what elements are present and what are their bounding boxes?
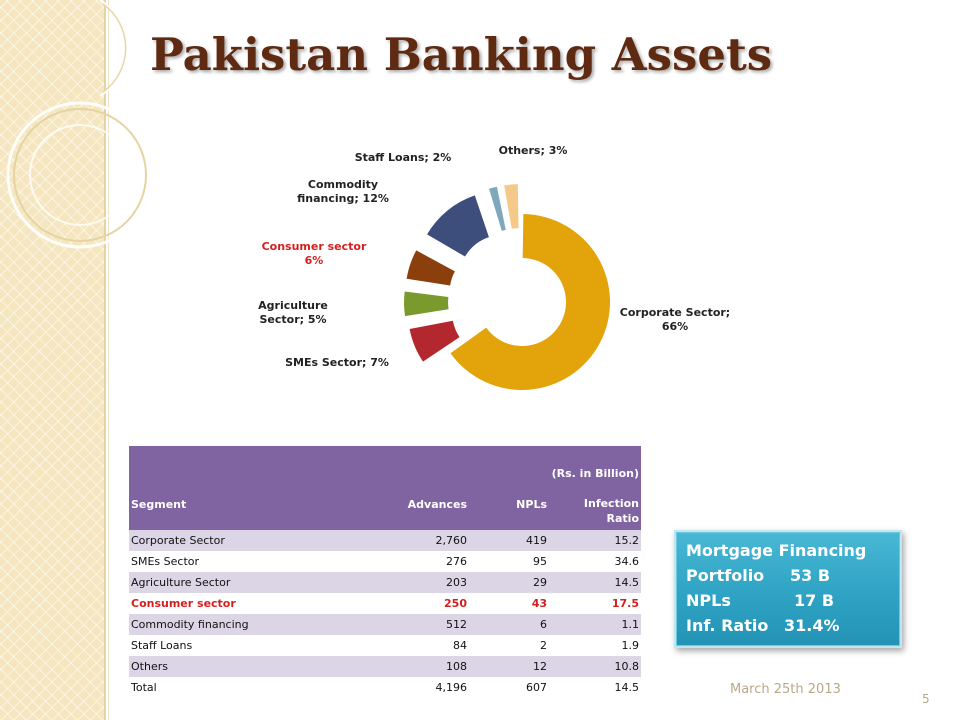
- cell-npls: 43: [531, 597, 547, 610]
- doughnut-slice-agriculture-sector: [404, 291, 449, 317]
- callout-title: Mortgage Financing: [686, 541, 867, 560]
- cell-advances: 276: [446, 555, 467, 568]
- cell-ratio: 10.8: [614, 660, 640, 673]
- table-body: Corporate Sector 2,760 419 15.2 SMEs Sector 2…: [129, 530, 641, 698]
- header-infection-ratio: Infection Ratio: [549, 482, 641, 530]
- cell-segment: Others: [131, 660, 168, 673]
- cell-advances: 108: [446, 660, 467, 673]
- table-unit-row: (Rs. in Billion): [129, 446, 641, 482]
- callout-portfolio-value: 53 B: [790, 566, 831, 585]
- cell-segment: Staff Loans: [131, 639, 193, 652]
- callout-npls-line: NPLs 17 B: [686, 588, 890, 613]
- doughnut-slice-consumer-sector: [406, 250, 455, 286]
- data-label-smes-sector: SMEs Sector; 7%: [285, 356, 389, 369]
- cell-npls: 29: [533, 576, 547, 589]
- cell-ratio: 1.9: [621, 639, 640, 652]
- header-ratio-line2: Ratio: [606, 512, 639, 525]
- cell-npls: 607: [526, 681, 547, 694]
- table-row: Others 108 12 10.8: [129, 656, 641, 677]
- callout-npls-value: 17 B: [794, 591, 835, 610]
- cell-npls: 95: [533, 555, 547, 568]
- table-row: Consumer sector 250 43 17.5: [129, 593, 641, 614]
- doughnut-slice-staff-loans: [488, 186, 506, 231]
- callout-ratio-line: Inf. Ratio 31.4%: [686, 613, 890, 638]
- cell-npls: 12: [533, 660, 547, 673]
- callout-portfolio-label: Portfolio: [686, 566, 765, 585]
- cell-segment: Consumer sector: [131, 597, 236, 610]
- cell-npls: 419: [526, 534, 547, 547]
- header-ratio-line1: Infection: [583, 497, 639, 510]
- cell-advances: 84: [453, 639, 467, 652]
- callout-ratio-value: 31.4%: [784, 616, 840, 635]
- cell-segment: Agriculture Sector: [131, 576, 231, 589]
- cell-segment: SMEs Sector: [131, 555, 200, 568]
- header-npls: NPLs: [516, 497, 547, 511]
- slide-title: Pakistan Banking Assets: [150, 28, 773, 81]
- cell-ratio: 17.5: [611, 597, 639, 610]
- footer-date: March 25th 2013: [730, 682, 841, 697]
- cell-advances: 203: [446, 576, 467, 589]
- cell-ratio: 1.1: [621, 618, 640, 631]
- cell-ratio: 14.5: [614, 681, 640, 694]
- cell-segment: Total: [131, 681, 157, 694]
- data-label-agriculture-sector: Agriculture Sector; 5%: [258, 299, 328, 326]
- table-row: Total 4,196 607 14.5: [129, 677, 641, 698]
- doughnut-slice-smes-sector: [409, 320, 460, 362]
- header-advances: Advances: [407, 497, 467, 511]
- cell-segment: Commodity financing: [131, 618, 249, 631]
- strip-border: [104, 0, 106, 720]
- table-row: Commodity financing 512 6 1.1: [129, 614, 641, 635]
- cell-npls: 2: [540, 639, 547, 652]
- cell-segment: Corporate Sector: [131, 534, 225, 547]
- segment-table: (Rs. in Billion) Segment Advances NPLs I…: [129, 446, 641, 698]
- table-row: Agriculture Sector 203 29 14.5: [129, 572, 641, 593]
- header-segment: Segment: [131, 497, 187, 511]
- doughnut-slice-commodity-financing: [427, 195, 489, 257]
- callout-ratio-label: Inf. Ratio: [686, 616, 769, 635]
- data-label-corporate-sector: Corporate Sector; 66%: [620, 306, 730, 333]
- table-row: Corporate Sector 2,760 419 15.2: [129, 530, 641, 551]
- data-label-commodity-financing: Commodity financing; 12%: [297, 178, 389, 205]
- page-number: 5: [922, 692, 930, 706]
- table-row: Staff Loans 84 2 1.9: [129, 635, 641, 656]
- decorative-side-strip: [0, 0, 104, 720]
- cell-ratio: 34.6: [614, 555, 640, 568]
- table-header-row: Segment Advances NPLs Infection Ratio: [129, 482, 641, 530]
- doughnut-slice-corporate-sector: [450, 214, 611, 391]
- callout-portfolio-line: Portfolio 53 B: [686, 563, 890, 588]
- cell-ratio: 15.2: [614, 534, 640, 547]
- decorative-rings: [6, 0, 154, 249]
- mortgage-financing-callout: Mortgage Financing Portfolio 53 B NPLs 17 …: [674, 530, 902, 648]
- data-label-others: Others; 3%: [499, 144, 568, 157]
- cell-npls: 6: [540, 618, 547, 631]
- data-label-staff-loans: Staff Loans; 2%: [355, 151, 452, 164]
- strip-border-inner: [108, 0, 109, 720]
- callout-npls-label: NPLs: [686, 591, 731, 610]
- unit-label: (Rs. in Billion): [551, 467, 639, 480]
- cell-ratio: 14.5: [614, 576, 640, 589]
- cell-advances: 4,196: [435, 681, 468, 694]
- table-row: SMEs Sector 276 95 34.6: [129, 551, 641, 572]
- data-label-consumer-sector: Consumer sector 6%: [262, 240, 367, 267]
- cell-advances: 512: [446, 618, 467, 631]
- doughnut-slice-others: [504, 184, 519, 229]
- cell-advances: 250: [444, 597, 467, 610]
- cell-advances: 2,760: [435, 534, 468, 547]
